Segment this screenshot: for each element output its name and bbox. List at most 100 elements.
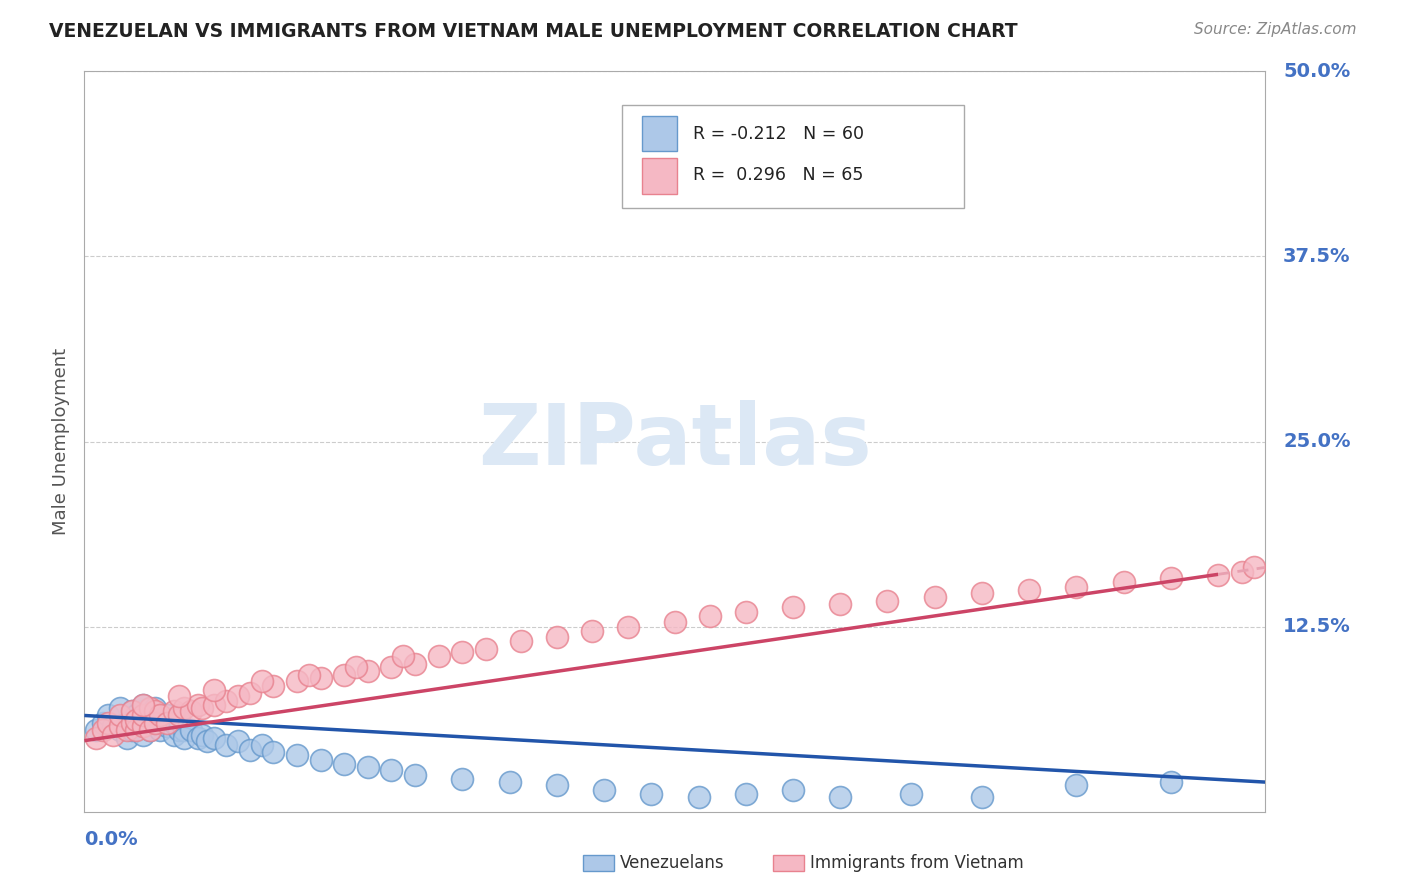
Point [392,649,415,664]
Point [125,719,148,733]
Point [167,713,190,727]
Point [143,708,166,723]
Point [262,679,284,693]
Point [173,731,195,745]
Point [380,659,402,673]
Point [101,728,124,742]
Text: Immigrants from Vietnam: Immigrants from Vietnam [810,854,1024,871]
Point [97,715,120,730]
Text: Venezuelans: Venezuelans [620,854,724,871]
Point [333,668,356,682]
Point [900,787,922,801]
Point [250,738,273,752]
Point [239,742,262,756]
Point [475,641,498,656]
Point [115,731,138,745]
Point [143,704,166,718]
Point [1206,567,1229,582]
Point [285,674,308,689]
Point [156,715,179,730]
Point [132,728,155,742]
Text: 25.0%: 25.0% [1284,432,1351,451]
Point [121,704,143,718]
Point [115,723,138,738]
Point [97,708,120,723]
Point [581,624,603,638]
Point [239,686,262,700]
Point [167,723,190,738]
Point [357,664,380,678]
Point [163,728,186,742]
Point [699,609,721,624]
Point [734,787,756,801]
Point [91,715,114,730]
Point [226,733,249,747]
Point [285,748,308,763]
Point [333,757,356,772]
Point [132,704,155,718]
Point [1066,580,1088,594]
Point [1243,560,1265,574]
Text: ZIPatlas: ZIPatlas [478,400,872,483]
Point [108,701,131,715]
Point [84,723,107,738]
Point [202,683,225,698]
Point [830,789,852,804]
Point [664,615,686,630]
Text: 37.5%: 37.5% [1284,247,1351,266]
Point [143,715,166,730]
Point [1230,565,1253,579]
Point [876,594,898,608]
Point [143,715,166,730]
Point [187,731,209,745]
Point [132,698,155,712]
Point [404,657,426,671]
Point [84,731,107,745]
Point [1066,778,1088,792]
Point [498,775,520,789]
Point [187,698,209,712]
Point [1160,775,1182,789]
Point [250,674,273,689]
Point [191,728,214,742]
Point [195,733,218,747]
Bar [641,158,678,194]
Point [357,760,380,774]
Point [191,701,214,715]
FancyBboxPatch shape [621,104,965,209]
Point [163,704,186,718]
Point [782,782,804,797]
Point [156,719,179,733]
Point [734,605,756,619]
Text: Source: ZipAtlas.com: Source: ZipAtlas.com [1194,22,1357,37]
Point [344,659,367,673]
Point [546,630,568,644]
Point [215,694,238,708]
Point [688,789,710,804]
Text: R = -0.212   N = 60: R = -0.212 N = 60 [693,125,863,143]
Text: 50.0%: 50.0% [1284,62,1350,81]
Point [924,590,946,604]
Point [262,746,284,760]
Point [121,723,143,738]
Point [149,715,172,730]
Point [163,715,186,730]
Point [125,708,148,723]
Point [115,715,138,730]
Point [226,690,249,704]
Point [298,668,321,682]
Text: R =  0.296   N = 65: R = 0.296 N = 65 [693,166,863,184]
Point [640,787,662,801]
Point [1112,575,1135,590]
Point [202,731,225,745]
Point [139,701,162,715]
Point [215,738,238,752]
Point [101,719,124,733]
Point [108,708,131,723]
Point [616,619,638,633]
Point [91,723,114,738]
Point [173,723,195,738]
Point [149,723,172,738]
Point [108,719,131,733]
Point [782,600,804,615]
